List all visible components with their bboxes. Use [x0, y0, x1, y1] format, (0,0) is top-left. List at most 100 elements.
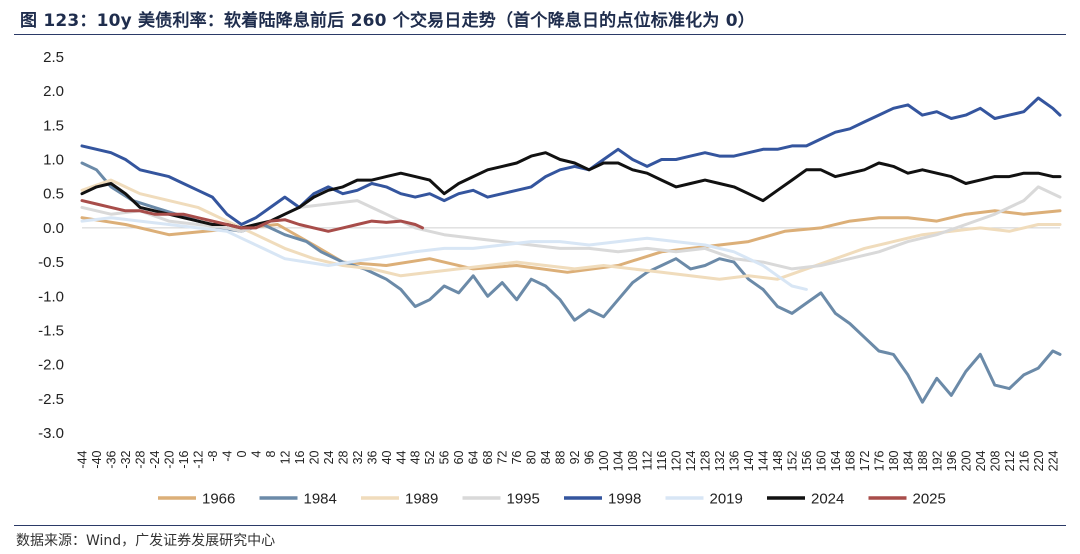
x-tick-label: 128: [699, 450, 713, 471]
x-tick-label: -32: [119, 450, 133, 468]
x-tick-label: 164: [829, 450, 843, 471]
legend-label-1998: 1998: [608, 491, 641, 508]
y-tick-label: 2.0: [43, 83, 64, 100]
x-tick-label: 120: [670, 450, 684, 471]
x-tick-label: 44: [394, 450, 408, 464]
legend-label-1995: 1995: [507, 491, 540, 508]
x-tick-label: 24: [322, 450, 336, 464]
x-tick-label: 60: [452, 450, 466, 464]
x-tick-label: 112: [641, 450, 655, 470]
y-tick-label: 0.0: [43, 220, 64, 237]
x-tick-label: -16: [177, 450, 191, 468]
y-tick-label: 1.0: [43, 152, 64, 169]
x-tick-label: 4: [249, 450, 263, 457]
x-tick-label: 144: [756, 450, 770, 471]
series-line-2025: [80, 199, 424, 233]
x-tick-label: 220: [1032, 450, 1046, 471]
x-tick-label: 48: [409, 450, 423, 464]
x-tick-label: -40: [90, 450, 104, 468]
y-tick-label: 1.5: [43, 117, 64, 134]
x-tick-label: 88: [554, 450, 568, 464]
x-tick-label: 132: [713, 450, 727, 471]
x-tick-label: 168: [843, 450, 857, 471]
x-tick-label: 68: [481, 450, 495, 464]
x-tick-label: 108: [626, 450, 640, 471]
x-tick-label: 160: [814, 450, 828, 471]
x-tick-label: -36: [104, 450, 118, 468]
x-tick-label: 176: [872, 450, 886, 471]
x-tick-label: 156: [800, 450, 814, 471]
x-tick-label: 20: [307, 450, 321, 464]
legend-label-1989: 1989: [405, 491, 438, 508]
y-tick-label: -1.0: [38, 288, 64, 305]
x-tick-label: 188: [916, 450, 930, 471]
x-tick-label: 80: [525, 450, 539, 464]
x-tick-label: 32: [351, 450, 365, 464]
x-tick-label: 212: [1003, 450, 1017, 471]
x-tick-label: 52: [423, 450, 437, 464]
x-tick-label: 200: [959, 450, 973, 471]
y-tick-label: 0.5: [43, 186, 64, 203]
y-tick-label: -1.5: [38, 322, 64, 339]
series-line-1998: [80, 96, 1062, 226]
x-tick-label: 28: [336, 450, 350, 464]
x-tick-label: 196: [945, 450, 959, 471]
x-tick-label: 56: [438, 450, 452, 464]
x-tick-label: 224: [1046, 450, 1060, 471]
x-tick-label: 152: [785, 450, 799, 471]
x-tick-label: 124: [684, 450, 698, 471]
legend: 1966 1984 1989 1995 1998 2019 2024 2025: [158, 491, 946, 508]
x-tick-label: 208: [988, 450, 1002, 471]
x-tick-label: 0: [235, 450, 249, 457]
y-tick-label: -2.5: [38, 391, 64, 408]
x-tick-label: -28: [133, 450, 147, 468]
x-tick-label: 140: [742, 450, 756, 471]
x-axis: -44 -40 -36 -32 -28 -24 -20 -16 -12 -8 -4 0 4 8 12 16 20…: [76, 450, 1061, 471]
x-tick-label: 104: [612, 450, 626, 471]
series-line-1995: [80, 185, 1062, 271]
x-tick-label: 100: [597, 450, 611, 471]
series-line-1984: [80, 161, 1062, 404]
x-tick-label: 72: [496, 450, 510, 464]
x-tick-label: 40: [380, 450, 394, 464]
series-line-2019: [80, 216, 808, 291]
x-tick-label: 136: [728, 450, 742, 471]
x-tick-label: -24: [148, 450, 162, 468]
source-rule: [14, 525, 1066, 526]
y-tick-label: -2.0: [38, 357, 64, 374]
x-tick-label: 192: [930, 450, 944, 471]
legend-label-2025: 2025: [913, 491, 946, 508]
chart-title: 图 123：10y 美债利率：软着陆降息前后 260 个交易日走势（首个降息日的…: [20, 11, 755, 31]
x-tick-label: 216: [1017, 450, 1031, 471]
x-tick-label: 184: [901, 450, 915, 471]
x-tick-label: -12: [191, 450, 205, 468]
x-tick-label: 76: [510, 450, 524, 464]
x-tick-label: 64: [467, 450, 481, 464]
y-axis: 2.5 2.0 1.5 1.0 0.5 0.0 -0.5 -1.0 -1.5 -2.0 -2.5 -3…: [38, 49, 1060, 442]
x-tick-label: 84: [539, 450, 553, 464]
x-tick-label: -4: [220, 450, 234, 461]
x-tick-label: 172: [858, 450, 872, 471]
x-tick-label: 116: [655, 450, 669, 470]
legend-label-2024: 2024: [811, 491, 844, 508]
y-tick-label: -3.0: [38, 425, 64, 442]
x-tick-label: -44: [76, 450, 90, 468]
x-tick-label: 148: [771, 450, 785, 471]
x-tick-label: 92: [568, 450, 582, 464]
legend-label-1966: 1966: [202, 491, 235, 508]
y-tick-label: -0.5: [38, 254, 64, 271]
title-rule: [14, 34, 1066, 35]
legend-label-2019: 2019: [710, 491, 743, 508]
series-group: [80, 96, 1062, 404]
x-tick-label: 12: [278, 450, 292, 464]
x-tick-label: 16: [293, 450, 307, 464]
x-tick-label: -8: [206, 450, 220, 461]
x-tick-label: 36: [365, 450, 379, 464]
y-tick-label: 2.5: [43, 49, 64, 66]
x-tick-label: -20: [162, 450, 176, 468]
legend-label-1984: 1984: [304, 491, 337, 508]
x-tick-label: 204: [974, 450, 988, 471]
source-note: 数据来源：Wind，广发证券发展研究中心: [16, 533, 276, 549]
x-tick-label: 96: [583, 450, 597, 464]
